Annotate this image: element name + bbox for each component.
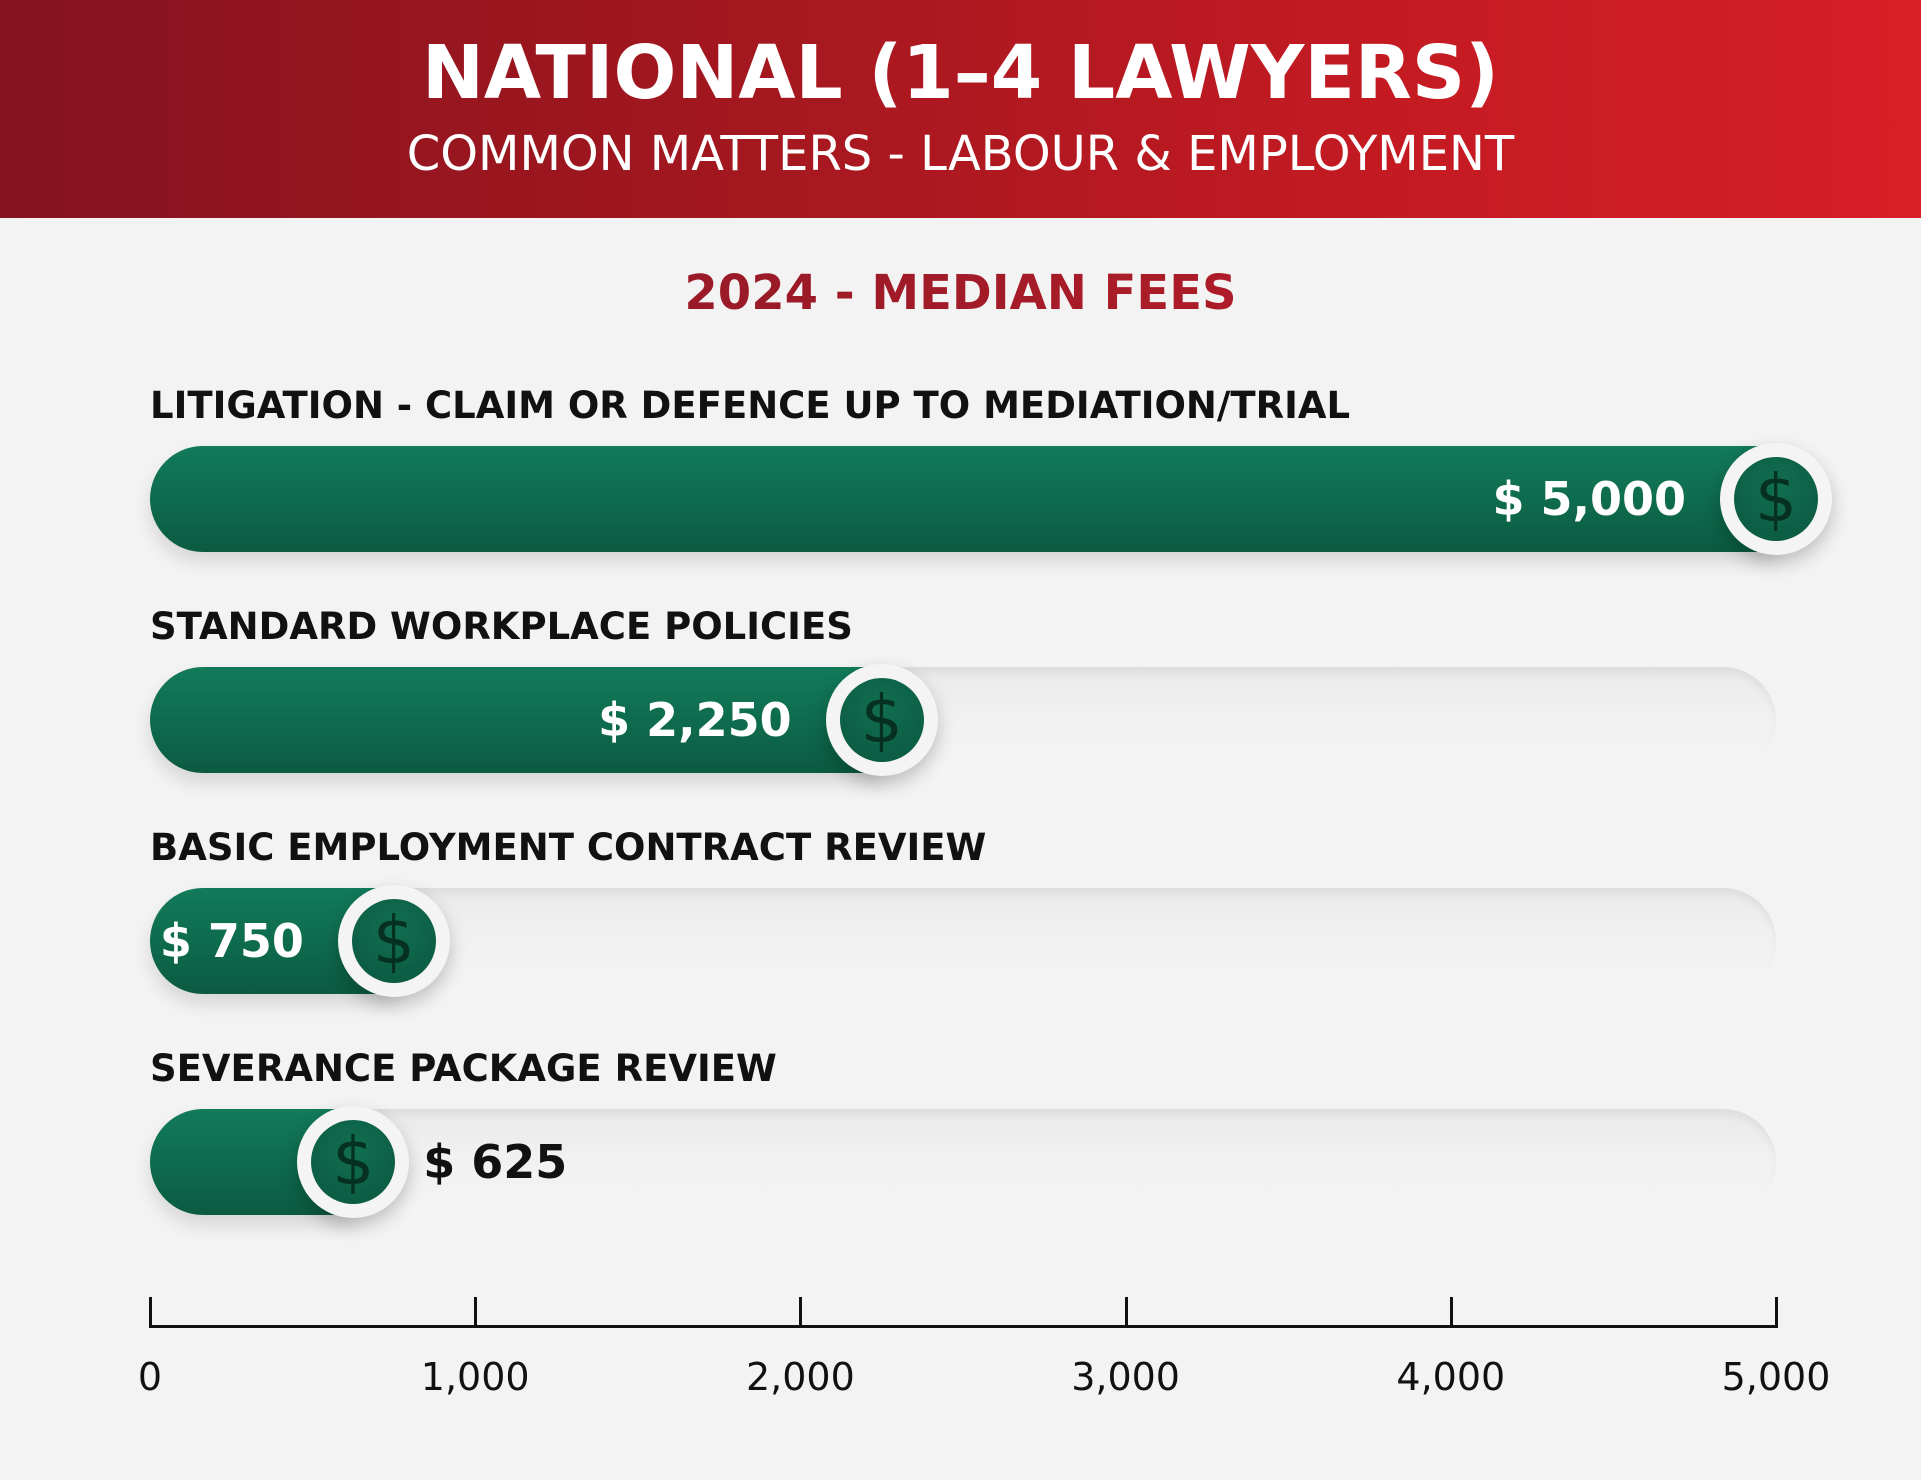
x-axis-tick <box>149 1297 152 1328</box>
category-label: BASIC EMPLOYMENT CONTRACT REVIEW <box>150 826 987 869</box>
category-label: SEVERANCE PACKAGE REVIEW <box>150 1047 777 1090</box>
data-label: $ 625 <box>423 1135 568 1189</box>
x-tick-label: 5,000 <box>1721 1355 1831 1399</box>
dollar-coin-icon: $ <box>337 885 450 997</box>
dollar-coin-icon: $ <box>825 664 938 776</box>
data-label: $ 2,250 <box>598 693 792 747</box>
data-label: $ 5,000 <box>1492 472 1686 526</box>
dollar-sign-icon: $ <box>311 1120 396 1204</box>
dollar-sign-icon: $ <box>1734 457 1818 541</box>
dollar-coin-icon: $ <box>297 1106 410 1218</box>
x-tick-label: 1,000 <box>420 1355 530 1399</box>
x-axis-tick <box>799 1297 803 1328</box>
x-axis-tick <box>1124 1297 1128 1328</box>
category-label: LITIGATION - CLAIM OR DEFENCE UP TO MEDI… <box>150 384 1351 427</box>
bar <box>150 667 882 773</box>
bar-track <box>150 1109 1776 1215</box>
dollar-sign-icon: $ <box>351 899 436 983</box>
data-label: $ 750 <box>159 914 304 968</box>
x-tick-label: 4,000 <box>1396 1355 1506 1399</box>
x-tick-label: 2,000 <box>745 1355 855 1399</box>
header-banner: NATIONAL (1–4 LAWYERS) COMMON MATTERS - … <box>0 0 1921 218</box>
chart-title: 2024 - MEDIAN FEES <box>0 263 1921 323</box>
x-tick-label: 3,000 <box>1071 1355 1180 1399</box>
page-title: NATIONAL (1–4 LAWYERS) <box>421 30 1499 116</box>
dollar-coin-icon: $ <box>1720 443 1832 555</box>
x-axis-tick <box>1449 1297 1453 1328</box>
x-axis-tick <box>1775 1297 1778 1328</box>
page-subtitle: COMMON MATTERS - LABOUR & EMPLOYMENT <box>406 126 1515 182</box>
bar <box>150 446 1776 552</box>
category-label: STANDARD WORKPLACE POLICIES <box>150 605 853 648</box>
x-axis-line <box>149 1325 1776 1328</box>
dollar-sign-icon: $ <box>839 678 924 762</box>
x-tick-label: 0 <box>137 1355 163 1399</box>
x-axis-tick <box>474 1297 478 1328</box>
